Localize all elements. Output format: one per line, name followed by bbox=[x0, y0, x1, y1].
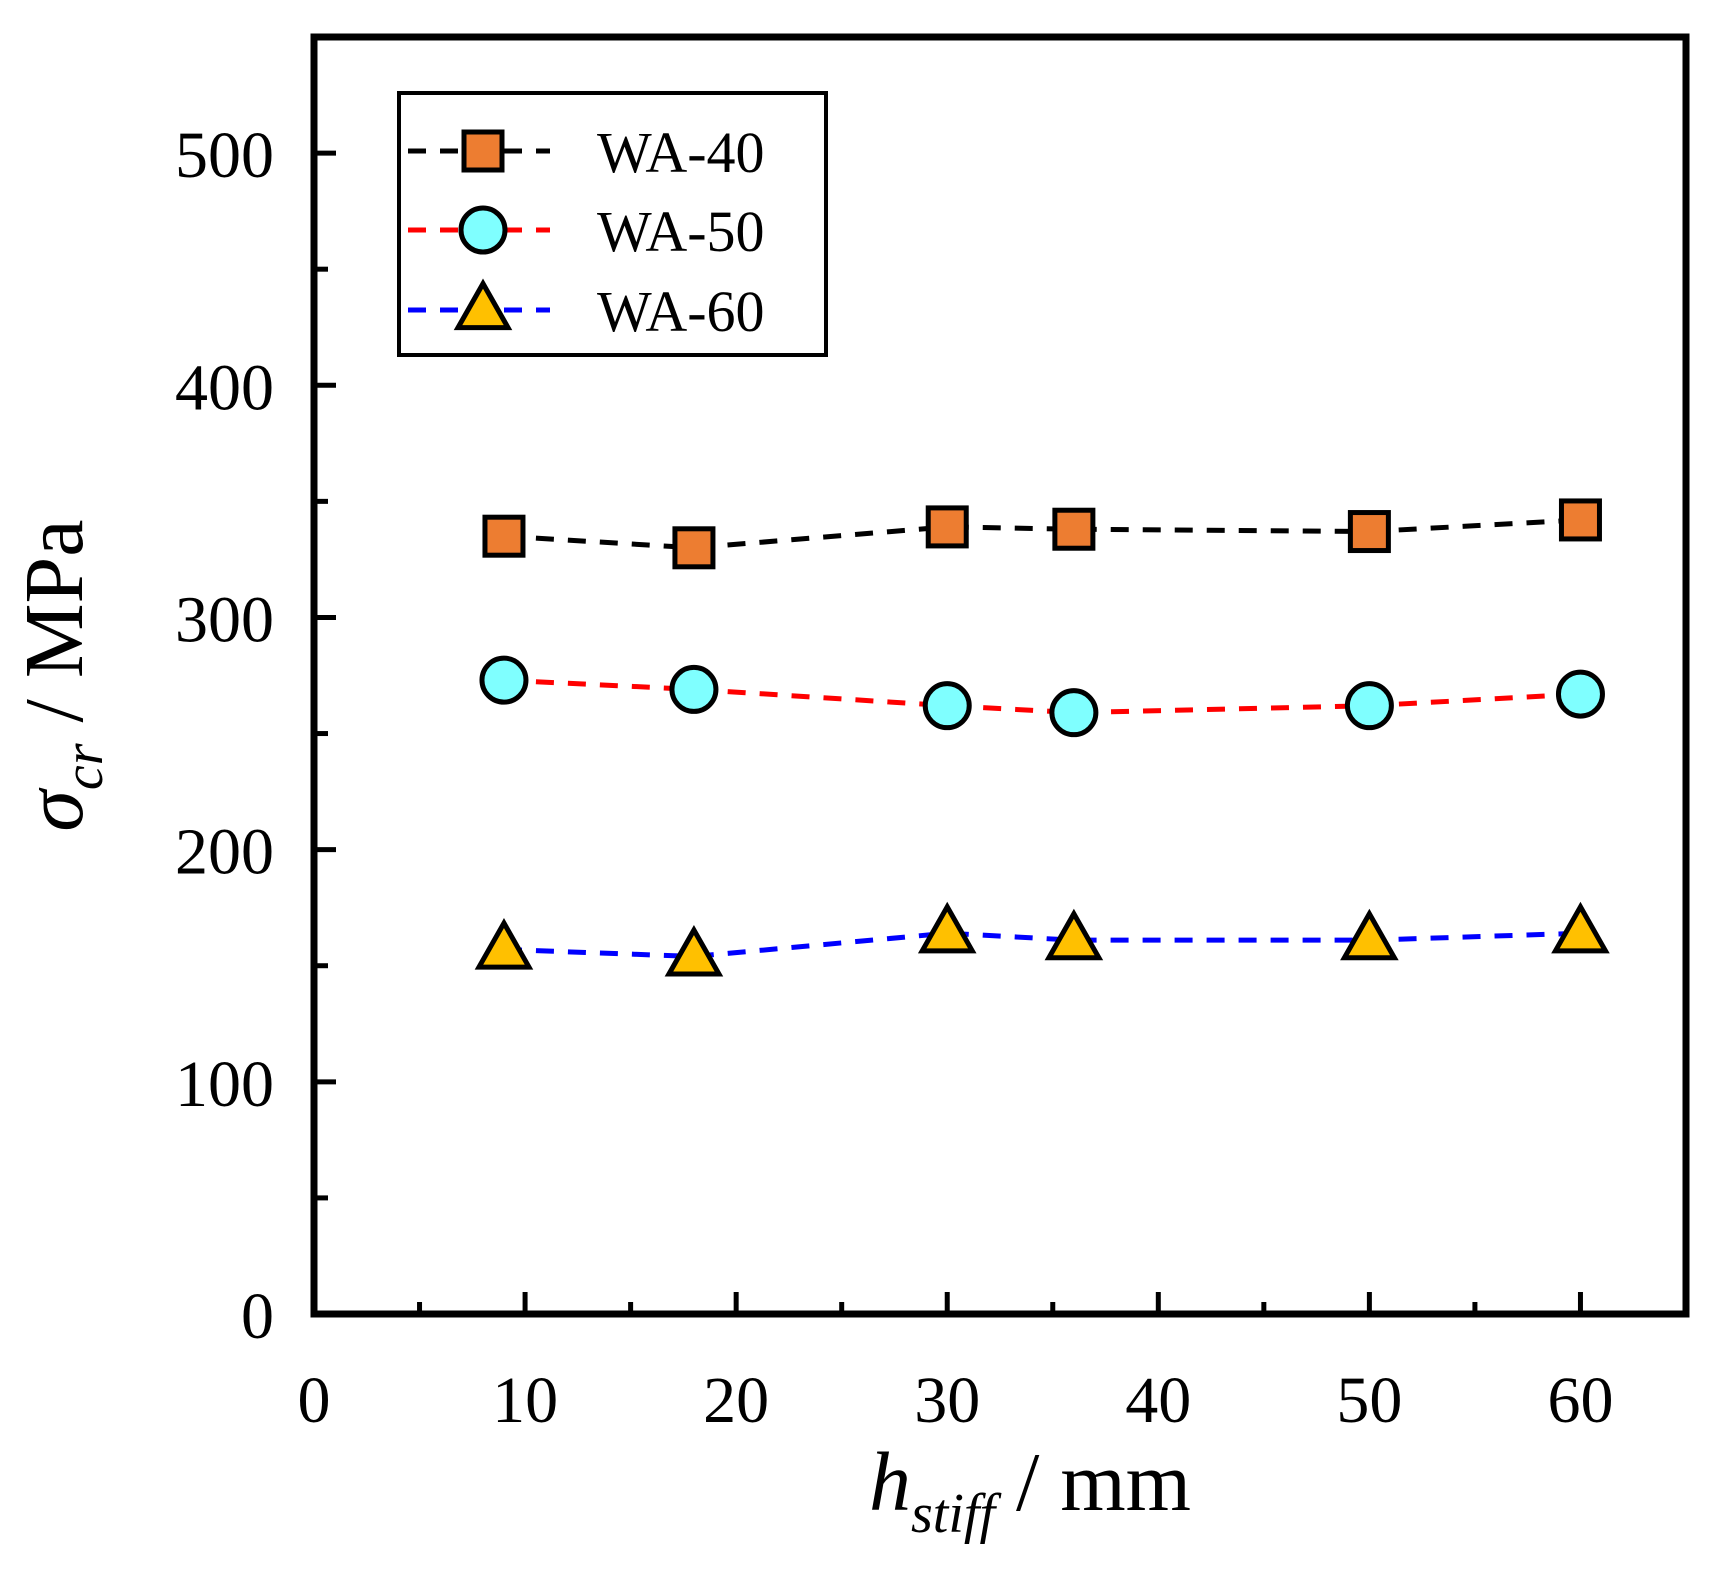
plot-frame bbox=[310, 33, 1690, 1318]
axis-ticks bbox=[311, 150, 1583, 1317]
data-point-wa-50 bbox=[479, 655, 529, 705]
series-line-wa-60 bbox=[503, 930, 1581, 959]
legend-label: WA-60 bbox=[597, 279, 765, 344]
legend-label: WA-50 bbox=[597, 199, 765, 264]
x-axis-title: hstiff / mm bbox=[869, 1436, 1191, 1545]
x-tick-label: 20 bbox=[703, 1364, 769, 1437]
data-point-wa-60 bbox=[474, 918, 534, 970]
y-tick-label: 0 bbox=[241, 1280, 274, 1353]
x-tick-label: 60 bbox=[1547, 1364, 1613, 1437]
series-line-wa-50 bbox=[503, 677, 1581, 716]
x-tick-label: 30 bbox=[914, 1364, 980, 1437]
data-point-wa-50 bbox=[1049, 688, 1099, 738]
data-point-wa-40 bbox=[1558, 498, 1602, 542]
data-point-wa-40 bbox=[1347, 510, 1391, 554]
data-point-wa-40 bbox=[672, 526, 716, 570]
data-point-wa-60 bbox=[1340, 908, 1399, 961]
y-axis-subscript: cr bbox=[53, 743, 115, 790]
y-tick-label: 300 bbox=[175, 583, 274, 656]
data-point-wa-50 bbox=[922, 681, 972, 731]
legend: WA-40 WA-50 WA-60 bbox=[397, 91, 828, 357]
data-point-wa-40 bbox=[482, 514, 526, 558]
series-line-wa-40 bbox=[503, 517, 1581, 551]
series-markers bbox=[474, 498, 1610, 977]
x-tick-label: 50 bbox=[1336, 1364, 1402, 1437]
x-tick-label: 0 bbox=[298, 1364, 331, 1437]
x-axis-symbol: h bbox=[869, 1436, 911, 1529]
data-point-wa-60 bbox=[1044, 908, 1104, 961]
x-tick-label: 40 bbox=[1125, 1364, 1191, 1437]
y-tick-label: 200 bbox=[175, 816, 274, 889]
data-point-wa-50 bbox=[669, 664, 719, 714]
y-axis-symbol: σ bbox=[8, 787, 101, 832]
data-point-wa-40 bbox=[925, 505, 969, 549]
y-tick-label: 400 bbox=[175, 351, 274, 424]
legend-label: WA-40 bbox=[597, 120, 765, 185]
x-axis-unit: / mm bbox=[995, 1436, 1191, 1529]
data-point-wa-50 bbox=[1344, 681, 1394, 731]
data-point-wa-60 bbox=[1551, 901, 1610, 954]
y-axis-title: σcr / MPa bbox=[8, 519, 115, 831]
legend-marker-wa-40 bbox=[461, 129, 505, 173]
data-point-wa-50 bbox=[1555, 669, 1605, 719]
series-lines bbox=[503, 517, 1581, 959]
x-axis-subscript: stiff bbox=[911, 1483, 1002, 1545]
data-point-wa-60 bbox=[664, 924, 724, 977]
x-tick-label: 10 bbox=[492, 1364, 558, 1437]
data-point-wa-40 bbox=[1052, 507, 1096, 551]
y-tick-label: 100 bbox=[175, 1048, 274, 1121]
y-axis-unit: / MPa bbox=[8, 519, 101, 743]
tick-labels: 0 10 20 30 40 50 60 0 100 200 300 400 500 bbox=[175, 119, 1613, 1437]
data-point-wa-60 bbox=[917, 901, 977, 954]
legend-marker-wa-60 bbox=[453, 278, 513, 331]
y-tick-label: 500 bbox=[175, 119, 274, 192]
legend-marker-wa-50 bbox=[458, 205, 508, 255]
